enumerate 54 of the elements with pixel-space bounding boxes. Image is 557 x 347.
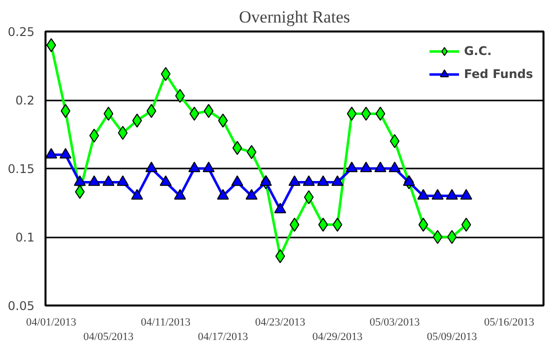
point (274, 202, 286, 214)
point (446, 189, 458, 200)
point (260, 175, 272, 186)
x-tick-label: 05/16/2013 (484, 316, 535, 328)
point (88, 175, 100, 186)
point (60, 148, 72, 158)
x-tick-label: 05/03/2013 (370, 316, 420, 328)
x-tick-label: 04/23/2013 (255, 316, 306, 328)
point (246, 189, 258, 200)
point (346, 162, 358, 172)
x-tick-label: 04/29/2013 (312, 330, 363, 343)
x-tick-label: 04/17/2013 (198, 330, 249, 343)
point (432, 189, 444, 200)
point (74, 175, 86, 186)
point (188, 162, 200, 172)
point (189, 106, 200, 121)
point (331, 175, 344, 186)
point (46, 38, 56, 52)
point (374, 162, 386, 172)
point (216, 189, 229, 200)
point (460, 189, 472, 200)
point (388, 162, 401, 172)
point (202, 162, 215, 172)
point (317, 175, 330, 186)
point (145, 162, 158, 172)
point (390, 134, 400, 148)
point (417, 189, 430, 200)
point (160, 175, 172, 186)
legend-label: G.C. (464, 44, 492, 58)
y-tick-label: 0.15 (8, 162, 34, 176)
x-tick-label: 04/01/2013 (26, 316, 77, 328)
chart-title: Overnight Rates (239, 8, 350, 26)
y-tick-label: 0.05 (8, 299, 34, 313)
point (102, 175, 114, 186)
y-tick-label: 0.2 (15, 94, 35, 108)
point (288, 175, 300, 186)
point (160, 66, 171, 81)
point (231, 175, 244, 186)
x-tick-label: 04/05/2013 (83, 330, 134, 343)
point (118, 126, 128, 140)
legend-label: Fed Funds (464, 67, 533, 81)
point (46, 148, 58, 158)
x-tick-label: 04/11/2013 (140, 316, 192, 328)
point (302, 175, 315, 186)
x-tick-label: 05/09/2013 (426, 330, 478, 343)
point (116, 175, 129, 186)
point (232, 140, 242, 155)
y-tick-label: 0.25 (8, 25, 34, 39)
point (346, 106, 357, 121)
point (174, 189, 186, 200)
y-tick-label: 0.1 (15, 230, 35, 244)
point (360, 162, 372, 172)
point (402, 175, 415, 186)
point (131, 189, 144, 200)
